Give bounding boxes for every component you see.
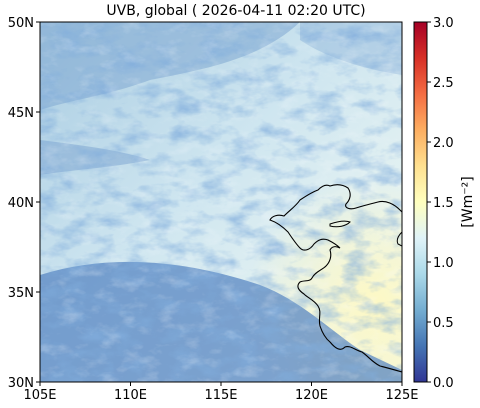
x-axis: 105E 110E 115E 120E 125E (23, 382, 419, 403)
colorbar-tick-label: 2.5 (433, 76, 454, 91)
colorbar-tick-label: 0.5 (433, 316, 454, 331)
x-tick-label: 105E (23, 388, 56, 403)
y-tick-label: 35N (8, 286, 34, 301)
colorbar-tick-label: 1.5 (433, 196, 454, 211)
y-axis: 30N 35N 40N 45N 50N (8, 16, 40, 391)
map-title: UVB, global ( 2026-04-11 02:20 UTC) (106, 3, 365, 19)
colorbar-tick-label: 0.0 (433, 376, 454, 391)
colorbar-tick-label: 1.0 (433, 256, 454, 271)
coastline (396, 231, 402, 247)
colorbar-tick-label: 2.0 (433, 136, 454, 151)
y-tick-label: 30N (8, 376, 34, 391)
colorbar-axis: 0.0 0.5 1.0 1.5 2.0 2.5 3.0 (427, 16, 454, 391)
y-tick-label: 50N (8, 16, 34, 31)
uvb-field (40, 22, 402, 382)
x-tick-label: 115E (204, 388, 237, 403)
colorbar-label: [Wm⁻²] (460, 176, 476, 227)
y-tick-label: 45N (8, 106, 34, 121)
x-tick-label: 125E (385, 388, 418, 403)
coastline (269, 184, 402, 382)
x-tick-label: 110E (114, 388, 147, 403)
colorbar-tick-label: 3.0 (433, 16, 454, 31)
y-tick-label: 40N (8, 196, 34, 211)
colorbar (413, 21, 428, 383)
coastline (329, 220, 351, 228)
x-tick-label: 120E (295, 388, 328, 403)
